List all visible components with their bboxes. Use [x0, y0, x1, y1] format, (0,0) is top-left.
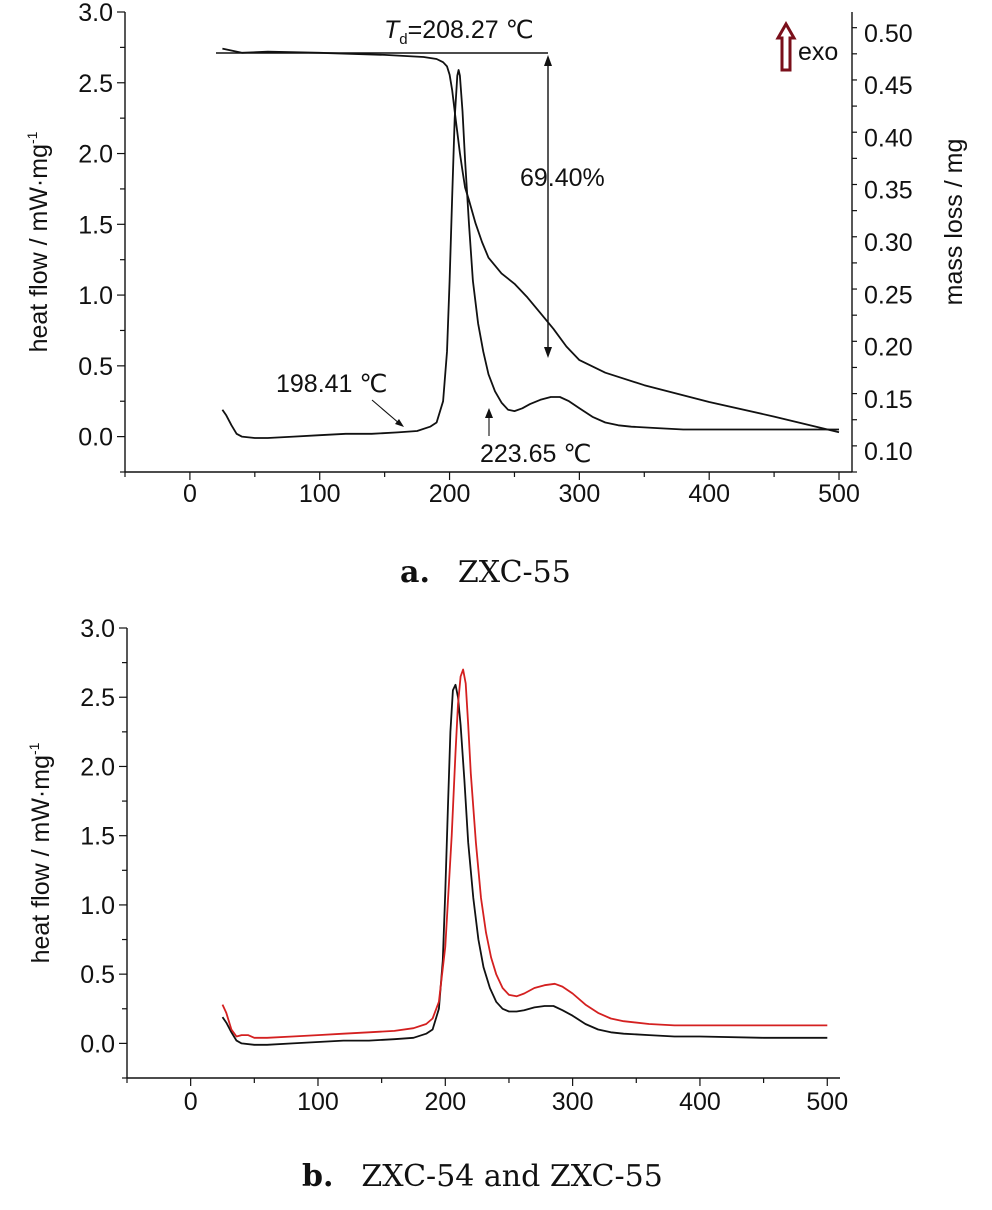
y-tick-label: 2.5	[80, 684, 115, 712]
x-tick-label: 0	[183, 480, 197, 508]
x-tick-label: 300	[559, 480, 601, 508]
mass-loss-label: 69.40%	[520, 164, 605, 192]
y-tick-label: 0.0	[78, 424, 113, 452]
y-right-tick-label: 0.20	[864, 334, 913, 362]
y-tick-label: 2.5	[78, 70, 113, 98]
y-right-tick-label: 0.40	[864, 124, 913, 152]
x-tick-label: 100	[299, 480, 341, 508]
x-tick-label: 0	[184, 1088, 198, 1116]
y-tick-label: 1.0	[78, 282, 113, 310]
y-right-tick-label: 0.25	[864, 281, 913, 309]
y-tick-label: 0.0	[80, 1030, 115, 1058]
onset-arrowhead	[395, 419, 404, 427]
x-tick-label: 100	[297, 1088, 339, 1116]
x-tick-label: 400	[679, 1088, 721, 1116]
y-axis-label: heat flow / mW·mg-1	[26, 742, 55, 963]
y-tick-label: 1.0	[80, 892, 115, 920]
caption-a: a. ZXC-55	[400, 555, 571, 590]
y-right-tick-label: 0.10	[864, 438, 913, 466]
mass-loss-arrowhead-bottom	[544, 347, 552, 358]
x-tick-label: 200	[429, 480, 471, 508]
y-right-tick-label: 0.50	[864, 20, 913, 48]
y-right-tick-label: 0.15	[864, 386, 913, 414]
series-line-mass	[222, 47, 840, 434]
x-tick-label: 300	[552, 1088, 594, 1116]
y-tick-label: 2.0	[78, 141, 113, 169]
y-tick-label: 0.5	[78, 353, 113, 381]
series-line-series-0	[221, 683, 828, 1046]
y-right-tick-label: 0.45	[864, 72, 913, 100]
exo-label: exo	[798, 38, 838, 66]
onset-label: 198.41 ℃	[276, 370, 388, 398]
x-tick-label: 200	[424, 1088, 466, 1116]
y-tick-label: 0.5	[80, 961, 115, 989]
mass-loss-arrowhead-top	[544, 55, 552, 66]
second-peak-arrowhead	[485, 408, 493, 418]
y-axis-right-label: mass loss / mg	[940, 139, 968, 306]
y-right-tick-label: 0.35	[864, 177, 913, 205]
svg-text:a.ZXC-55: a. ZXC-55	[400, 555, 571, 590]
x-tick-label: 500	[818, 480, 860, 508]
y-axis-label: heat flow / mW·mg-1	[24, 131, 53, 352]
y-tick-label: 1.5	[80, 823, 115, 851]
y-right-tick-label: 0.30	[864, 229, 913, 257]
series-line-series-1	[221, 668, 828, 1039]
td-label: Td=208.27 ℃	[384, 16, 534, 48]
annotations-panel-a: Td=208.27 ℃ 69.40% 198.41 ℃ 223.65 ℃ exo	[216, 16, 838, 468]
chart-panel-a: 0 100 200 300 400 500 0.0 0.5 1.0 1.5 2.0 2.5 3.0 hea…	[24, 0, 968, 508]
caption-a-label: a.	[400, 555, 430, 590]
onset-pointer	[371, 399, 401, 425]
y-tick-label: 3.0	[78, 0, 113, 27]
svg-text:b.ZXC-54 and ZXC-55: b. ZXC-54 and ZXC-55	[302, 1159, 663, 1194]
second-peak-label: 223.65 ℃	[480, 440, 592, 468]
chart-panel-b: 0 100 200 300 400 500 0.0 0.5 1.0 1.5 2.0 2.5 3.0 hea…	[26, 615, 848, 1116]
x-tick-label: 400	[688, 480, 730, 508]
caption-a-text: ZXC-55	[458, 555, 571, 590]
x-tick-label: 500	[806, 1088, 848, 1116]
caption-b-label: b.	[302, 1159, 333, 1194]
exo-arrow-icon	[775, 20, 797, 72]
y-tick-label: 3.0	[80, 615, 115, 643]
y-tick-label: 2.0	[80, 753, 115, 781]
y-tick-label: 1.5	[78, 211, 113, 239]
caption-b: b. ZXC-54 and ZXC-55	[302, 1159, 663, 1194]
caption-b-text: ZXC-54 and ZXC-55	[361, 1159, 662, 1194]
